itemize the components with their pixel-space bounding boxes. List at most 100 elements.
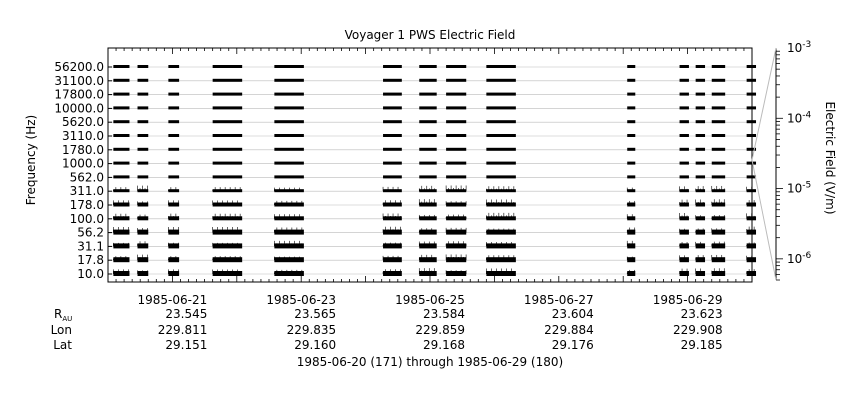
data-band (383, 134, 402, 137)
data-band (383, 78, 402, 82)
data-band (274, 147, 304, 151)
data-band (383, 147, 402, 151)
data-band (711, 65, 726, 68)
chart-title: Voyager 1 PWS Electric Field (345, 28, 516, 42)
data-band (419, 120, 437, 124)
data-band (627, 189, 636, 193)
colorbar-tick-label: 10-5 (787, 181, 811, 196)
ephemeris-lon-value: 229.811 (158, 323, 208, 337)
data-band (137, 120, 149, 124)
ephemeris-r-au-value: 23.623 (681, 307, 723, 321)
ephemeris-r-au-value: 23.545 (165, 307, 207, 321)
y-tick-label: 10.0 (77, 267, 104, 281)
data-band (446, 120, 467, 124)
x-axis: 1985-06-21 1985-06-23 1985-06-25 1985-06-27… (107, 48, 753, 307)
data-band (679, 134, 689, 137)
data-band (137, 147, 149, 151)
data-band (212, 175, 243, 179)
data-band (419, 106, 437, 110)
data-band (627, 243, 636, 249)
data-band (679, 106, 689, 110)
data-band (679, 229, 689, 235)
data-band (695, 106, 706, 110)
colorbar-tick-label: 10-4 (787, 110, 812, 125)
data-band (711, 92, 726, 96)
r-au-label: RAU (54, 307, 72, 323)
data-band (168, 65, 180, 68)
y-tick-label: 1780.0 (62, 143, 104, 157)
data-band (627, 65, 636, 68)
data-band (679, 202, 689, 207)
data-band (679, 120, 689, 124)
data-band (679, 147, 689, 151)
ephemeris-lat-value: 29.168 (423, 338, 465, 352)
data-band (419, 147, 437, 151)
data-band (627, 216, 636, 221)
data-band (212, 106, 243, 110)
data-band (486, 65, 516, 68)
data-band (212, 161, 243, 165)
data-band (168, 189, 180, 193)
data-band (274, 65, 304, 68)
data-band (212, 92, 243, 96)
data-band (137, 202, 149, 207)
data-band (168, 257, 180, 263)
data-band (446, 161, 467, 165)
data-band (383, 92, 402, 96)
data-band (711, 202, 726, 207)
colorbar-connector (751, 47, 777, 161)
data-band (113, 243, 130, 249)
data-band (113, 189, 130, 193)
data-band (212, 78, 243, 82)
data-band (679, 243, 689, 249)
y-tick-label: 311.0 (70, 184, 104, 198)
data-band (113, 92, 130, 96)
data-band (711, 271, 726, 276)
data-band (419, 202, 437, 207)
data-band (419, 175, 437, 179)
data-band (168, 175, 180, 179)
data-band (113, 106, 130, 110)
data-band (627, 147, 636, 151)
lon-label: Lon (51, 323, 72, 337)
data-band (679, 257, 689, 263)
data-band (113, 147, 130, 151)
data-band (695, 175, 706, 179)
data-band (419, 216, 437, 221)
ephemeris-r-au-value: 23.604 (552, 307, 594, 321)
data-band (383, 202, 402, 207)
data-band (695, 257, 706, 263)
x-tick-label: 1985-06-27 (524, 293, 594, 307)
channel-baselines (108, 66, 752, 275)
data-band (137, 78, 149, 82)
data-band (274, 175, 304, 179)
ephemeris-row-labels: RAU Lon Lat (51, 307, 73, 352)
y-tick-label: 10000.0 (54, 101, 104, 115)
data-band (627, 161, 636, 165)
data-band (274, 161, 304, 165)
x-tick-label: 1985-06-25 (395, 293, 465, 307)
data-band (419, 257, 437, 263)
data-band (695, 243, 706, 249)
data-band (695, 78, 706, 82)
y-tick-label: 3110.0 (62, 129, 104, 143)
data-band (627, 271, 636, 276)
data-band (168, 216, 180, 221)
y-tick-label: 100.0 (70, 212, 104, 226)
y-axis-label: Frequency (Hz) (24, 115, 38, 206)
ephemeris-lat-value: 29.160 (294, 338, 336, 352)
data-band (137, 271, 149, 276)
y-axis: 56200.031100.017800.010000.05620.03110.0… (54, 60, 752, 281)
data-band (383, 65, 402, 68)
data-band (383, 120, 402, 124)
data-band (627, 106, 636, 110)
data-band (137, 216, 149, 221)
data-band (711, 78, 726, 82)
data-band (446, 106, 467, 110)
data-band (168, 271, 180, 276)
y-tick-label: 31100.0 (54, 74, 104, 88)
data-band (627, 257, 636, 263)
ephemeris-lat-value: 29.151 (165, 338, 207, 352)
data-band (137, 106, 149, 110)
